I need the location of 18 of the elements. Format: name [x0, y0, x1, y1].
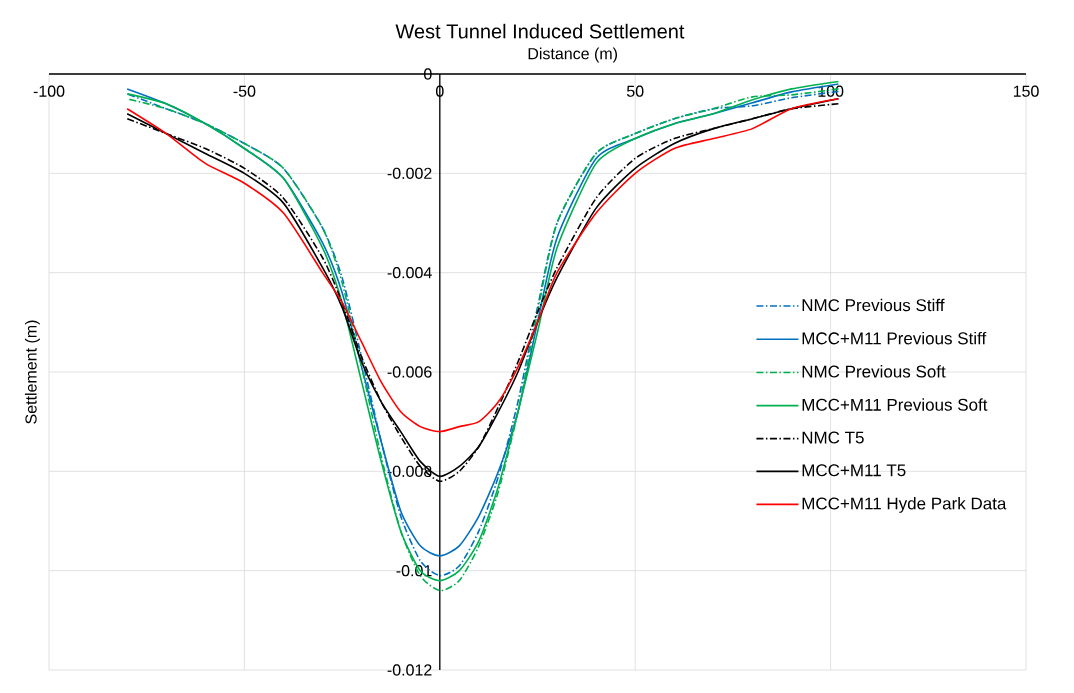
- y-tick-label: -0.002: [387, 167, 432, 179]
- x-tick-label: -50: [233, 85, 256, 97]
- legend-label: MCC+M11 Hyde Park Data: [802, 497, 1007, 513]
- y-axis-title: Settlement (m): [24, 320, 40, 424]
- legend-label: NMC Previous Soft: [802, 365, 946, 378]
- legend-label: MCC+M11 Previous Stiff: [802, 331, 987, 345]
- legend-label: NMC Previous Stiff: [802, 298, 945, 312]
- legend-label: NMC T5: [802, 431, 864, 444]
- chart-title: West Tunnel Induced Settlement: [395, 23, 685, 39]
- x-tick-label: 50: [626, 85, 644, 97]
- y-tick-label: -0.006: [387, 366, 432, 378]
- y-tick-label: -0.012: [387, 664, 432, 676]
- x-axis-title: Distance (m): [528, 47, 618, 63]
- y-tick-label: -0.004: [387, 267, 432, 279]
- legend-label: MCC+M11 Previous Soft: [802, 398, 988, 411]
- x-tick-label: 150: [1013, 85, 1039, 97]
- legend-label: MCC+M11 T5: [802, 464, 906, 477]
- x-tick-label: -100: [33, 85, 65, 97]
